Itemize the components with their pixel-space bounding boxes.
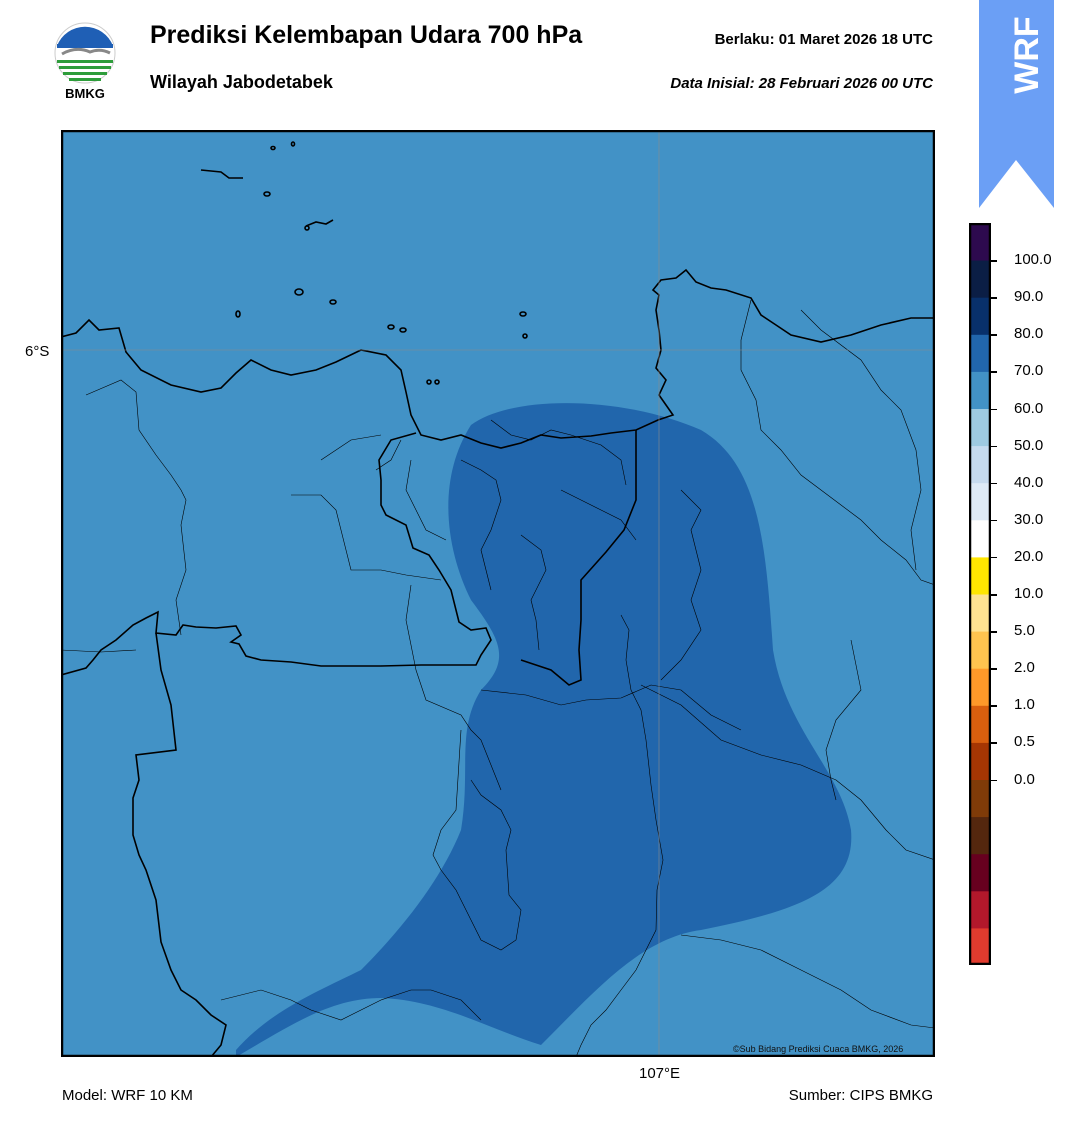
colorbar-tick-mark: [991, 445, 997, 448]
colorbar-tick-mark: [991, 519, 997, 522]
colorbar-segment: [969, 594, 991, 632]
colorbar-segment: [969, 556, 991, 595]
colorbar-segment: [969, 853, 991, 892]
colorbar-segment: [969, 631, 991, 669]
colorbar: [969, 223, 991, 965]
longitude-tick-label: 107°E: [639, 1065, 681, 1082]
colorbar-tick-mark: [991, 594, 997, 596]
source-label: Sumber: CIPS BMKG: [788, 1087, 933, 1104]
colorbar-tick-label: 30.0: [1014, 510, 1044, 528]
colorbar-tick-label: 1.0: [1014, 696, 1035, 714]
colorbar-tick-mark: [991, 260, 997, 262]
colorbar-segment: [969, 927, 991, 965]
page-title: Prediksi Kelembapan Udara 700 hPa: [150, 21, 583, 49]
colorbar-tick-mark: [991, 668, 997, 670]
map-frame: [61, 130, 935, 1057]
colorbar-tick-label: 60.0: [1014, 399, 1044, 417]
humidity-map[interactable]: [61, 130, 935, 1057]
valid-time: Berlaku: 01 Maret 2026 18 UTC: [714, 31, 933, 48]
coastline: [61, 268, 935, 1057]
colorbar-segment: [969, 260, 991, 298]
colorbar-tick-label: 90.0: [1014, 288, 1044, 306]
colorbar-tick-label: 70.0: [1014, 362, 1044, 380]
colorbar-segment: [969, 482, 991, 521]
colorbar-tick-mark: [991, 408, 997, 410]
admin-boundaries: [61, 299, 935, 1057]
colorbar-segment: [969, 816, 991, 855]
colorbar-segment: [969, 742, 991, 780]
colorbar-frame: [969, 223, 991, 965]
humidity-high-zone: [236, 403, 852, 1057]
colorbar-segment: [969, 705, 991, 743]
colorbar-segment: [969, 519, 991, 558]
colorbar-tick-label: 20.0: [1014, 547, 1044, 565]
colorbar-segment: [969, 668, 991, 706]
colorbar-segment: [969, 890, 991, 929]
colorbar-tick-label: 2.0: [1014, 659, 1035, 677]
colorbar-tick-label: 40.0: [1014, 473, 1044, 491]
colorbar-tick-mark: [991, 482, 997, 485]
colorbar-tick-mark: [991, 556, 997, 559]
bmkg-logo-icon: [54, 22, 116, 84]
colorbar-tick-label: 10.0: [1014, 585, 1044, 602]
colorbar-tick-mark: [991, 742, 997, 744]
colorbar-segment: [969, 445, 991, 484]
colorbar-segment: [969, 334, 991, 372]
colorbar-tick-label: 0.0: [1014, 770, 1035, 788]
colorbar-segment: [969, 371, 991, 409]
colorbar-segment: [969, 408, 991, 447]
colorbar-tick-label: 5.0: [1014, 622, 1035, 640]
logo-text: BMKG: [65, 86, 105, 101]
wrf-badge-shape: [979, 0, 1054, 208]
wrf-badge-text: WRF: [1008, 16, 1046, 93]
colorbar-tick-mark: [991, 705, 997, 707]
islands: [200, 141, 528, 385]
model-label: Model: WRF 10 KM: [62, 1087, 193, 1104]
colorbar-tick-mark: [991, 334, 997, 336]
latitude-tick-label: 6°S: [25, 343, 50, 360]
colorbar-segment: [969, 297, 991, 335]
colorbar-segment: [969, 223, 991, 261]
colorbar-tick-label: 80.0: [1014, 325, 1044, 343]
colorbar-tick-label: 100.0: [1014, 251, 1052, 269]
colorbar-tick-label: 0.5: [1014, 733, 1035, 751]
init-time: Data Inisial: 28 Februari 2026 00 UTC: [670, 75, 933, 92]
colorbar-tick-mark: [991, 779, 997, 781]
copyright-text: ©Sub Bidang Prediksi Cuaca BMKG, 2026: [733, 1044, 904, 1054]
page-subtitle: Wilayah Jabodetabek: [150, 72, 333, 92]
colorbar-tick-label: 50.0: [1014, 436, 1044, 454]
colorbar-tick-mark: [991, 297, 997, 299]
wrf-badge: WRF: [979, 0, 1054, 208]
colorbar-tick-mark: [991, 371, 997, 373]
colorbar-segment: [969, 779, 991, 818]
colorbar-tick-mark: [991, 631, 997, 633]
